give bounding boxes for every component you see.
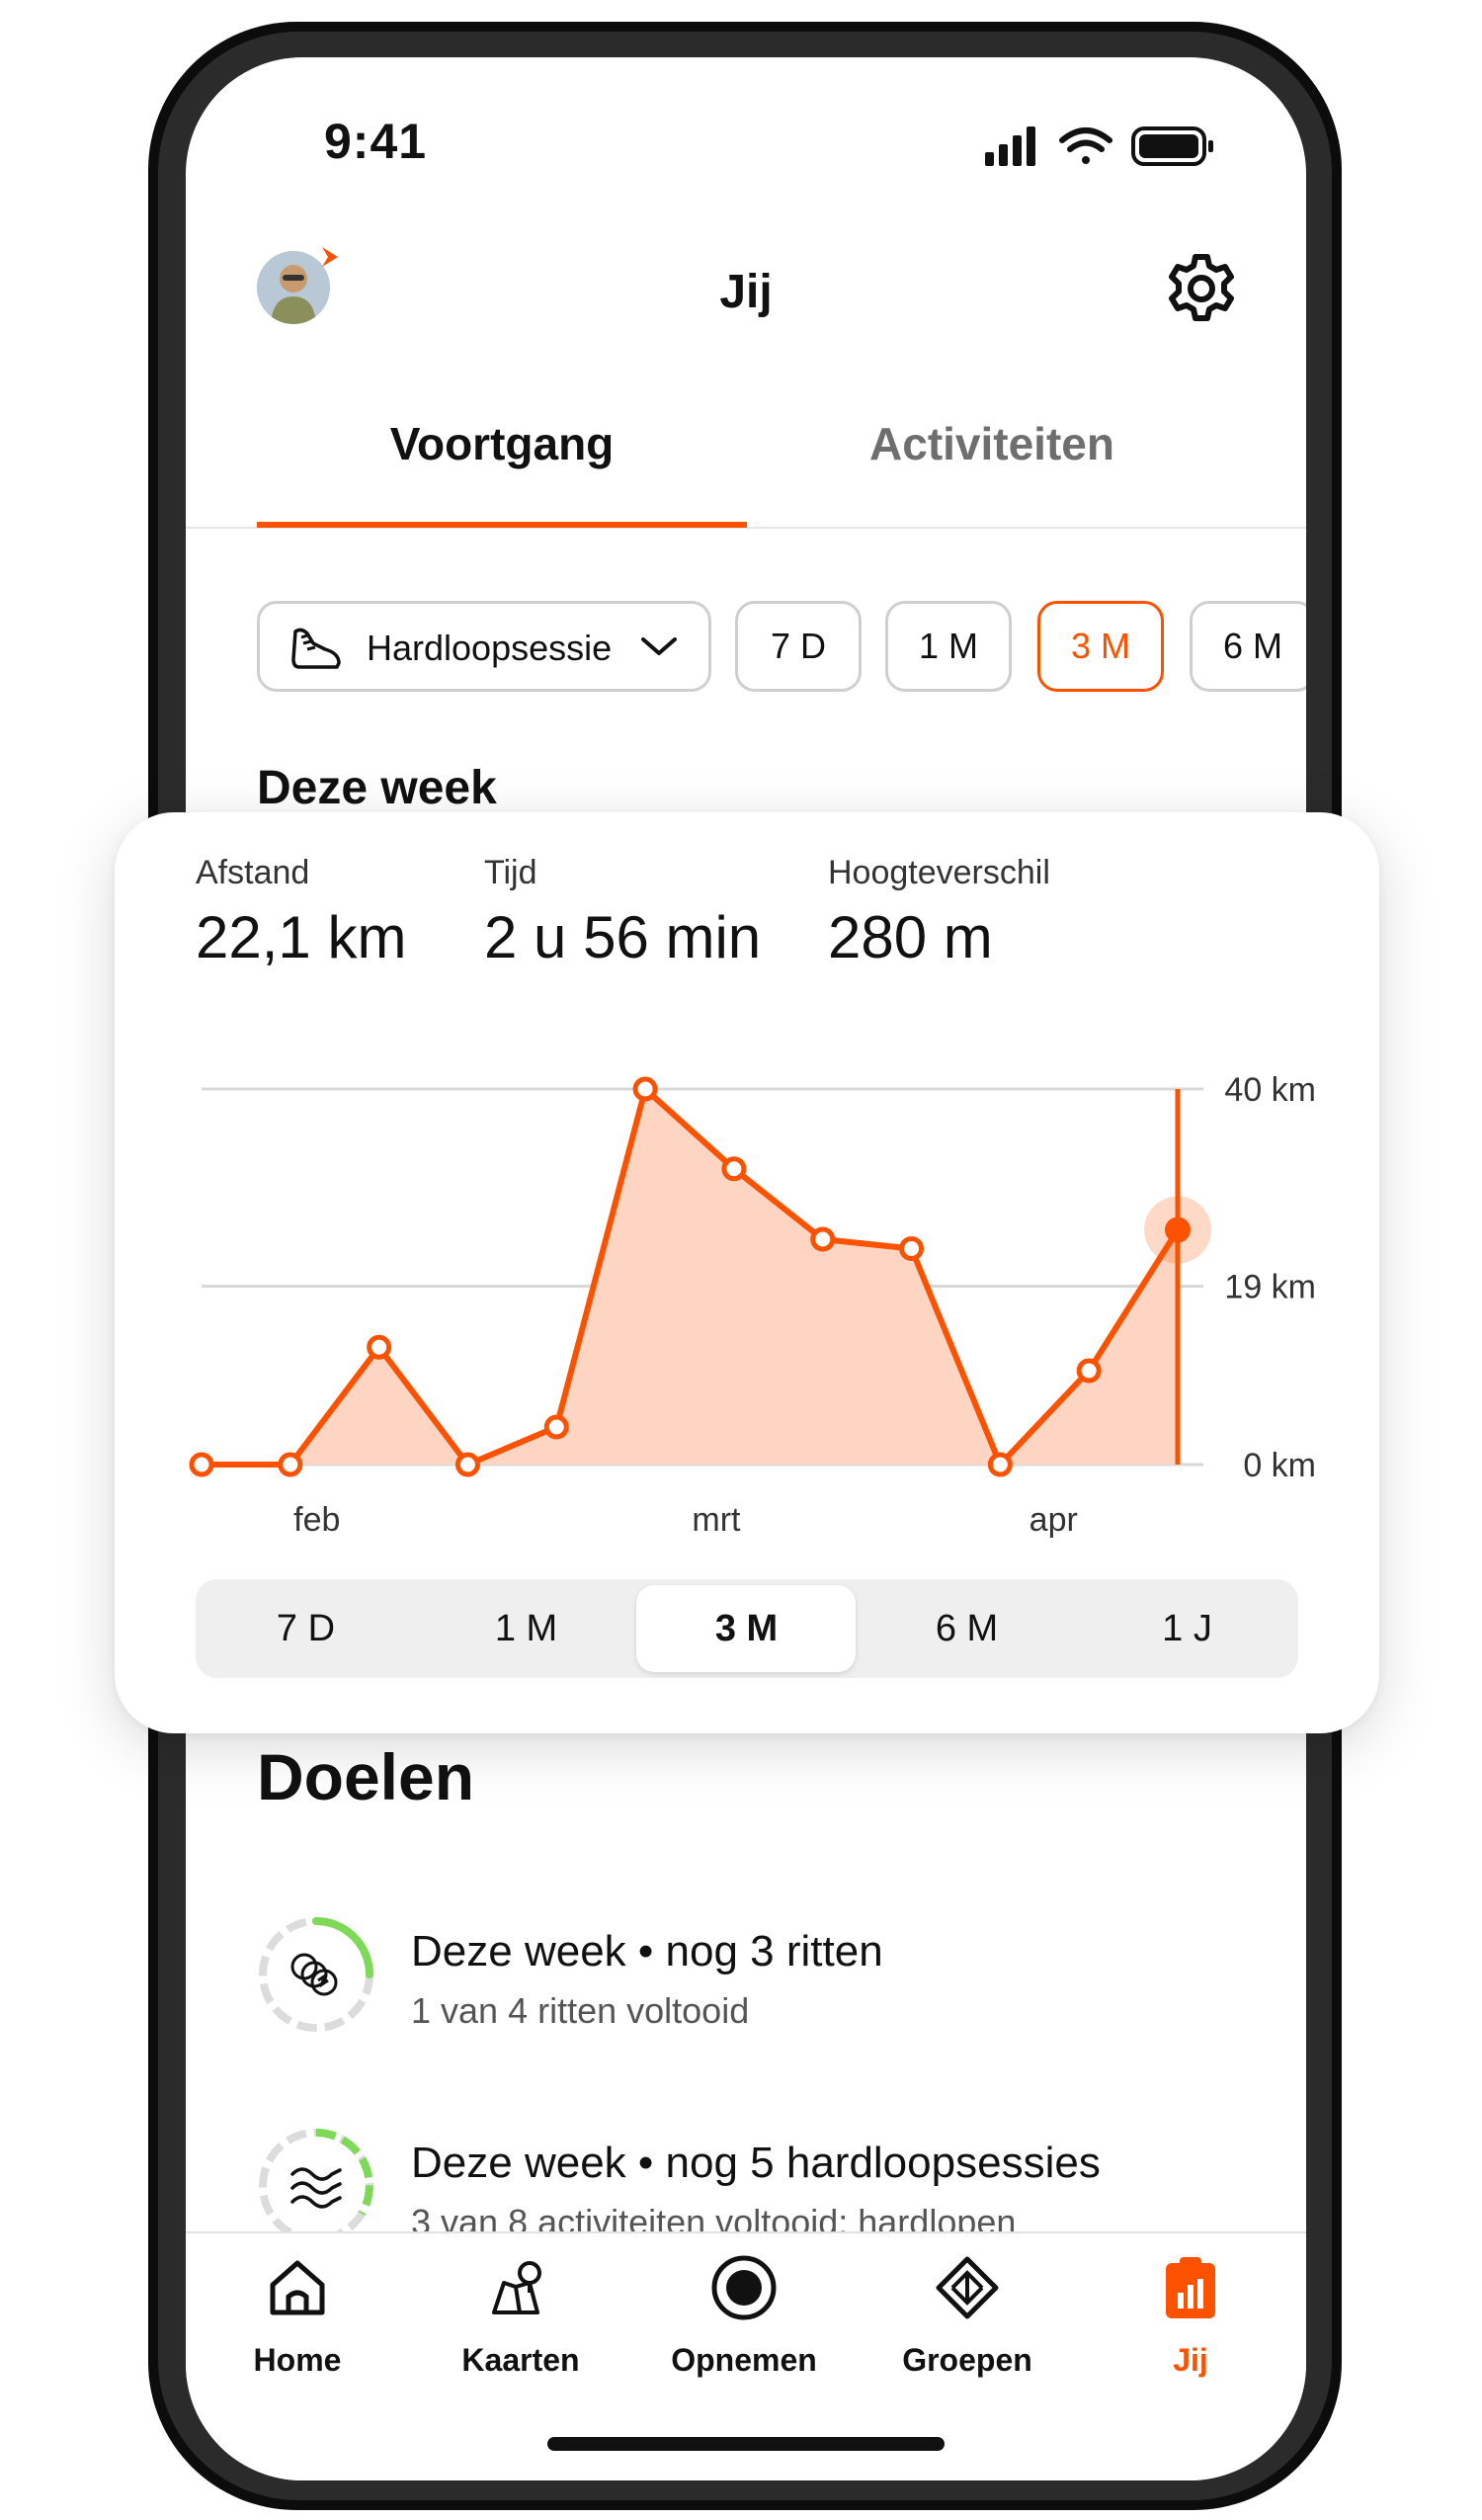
range-option-7d[interactable]: 7 D	[276, 1608, 336, 1649]
stat-label-tijd: Tijd	[484, 854, 537, 891]
sport-type-dropdown[interactable]: Hardloopsessie	[257, 601, 711, 692]
status-icons	[985, 126, 1213, 166]
sport-type-label: Hardloopsessie	[367, 628, 613, 668]
progress-card: Afstand 22,1 km Tijd 2 u 56 min Hoogteve…	[115, 812, 1379, 1733]
x-tick-label: apr	[1029, 1501, 1078, 1539]
range-option-1j[interactable]: 1 J	[1162, 1608, 1212, 1649]
data-point	[987, 1452, 1013, 1477]
stat-value-afstand: 22,1 km	[196, 904, 407, 970]
home-indicator	[547, 2437, 945, 2451]
goal-item[interactable]: Deze week • nog 3 ritten 1 van 4 ritten …	[257, 1915, 1225, 2083]
data-point	[632, 1076, 658, 1102]
avatar[interactable]	[257, 251, 330, 324]
range-pill-7d[interactable]: 7 D	[735, 601, 862, 692]
nav-label: Opnemen	[671, 2342, 817, 2378]
nav-label: Home	[253, 2342, 342, 2378]
data-point	[189, 1452, 214, 1477]
nav-label: Kaarten	[461, 2342, 580, 2378]
data-point	[1076, 1358, 1102, 1384]
goal-progress-ring	[259, 1917, 373, 2032]
data-point	[543, 1414, 569, 1440]
range-selector-active-indicator	[636, 1585, 856, 1672]
data-point	[899, 1236, 925, 1261]
goals-title: Doelen	[257, 1740, 475, 1813]
nav-item-groepen[interactable]: Groepen	[856, 2233, 1079, 2431]
map-icon	[492, 2261, 541, 2314]
nav-item-jij[interactable]: Jij	[1079, 2233, 1302, 2431]
tab-divider	[186, 527, 1306, 529]
stat-value-hoogteverschil: 280 m	[828, 904, 993, 970]
x-tick-label: feb	[293, 1501, 340, 1539]
groups-icon	[936, 2256, 999, 2319]
range-pill-6m[interactable]: 6 M	[1190, 601, 1306, 692]
data-point	[454, 1452, 480, 1477]
nav-label: Groepen	[902, 2342, 1032, 2378]
wifi-icon	[1059, 127, 1112, 164]
range-option-6m[interactable]: 6 M	[935, 1608, 999, 1649]
ride-icon	[290, 1953, 338, 1996]
x-tick-label: mrt	[692, 1501, 741, 1539]
nav-item-home[interactable]: Home	[186, 2233, 409, 2431]
chevron-down-icon	[641, 637, 677, 655]
series-line	[202, 1086, 1181, 1468]
range-option-1m[interactable]: 1 M	[494, 1608, 558, 1649]
stat-label-hoogteverschil: Hoogteverschil	[828, 854, 1050, 891]
stat-value-tijd: 2 u 56 min	[484, 904, 762, 970]
goal-title: Deze week • nog 5 hardloopsessies	[411, 2139, 1101, 2187]
nav-item-opnemen[interactable]: Opnemen	[632, 2233, 856, 2431]
record-icon	[711, 2255, 777, 2320]
nav-label: Jij	[1173, 2342, 1208, 2378]
y-tick-label: 19 km	[1224, 1269, 1316, 1306]
settings-gear-icon[interactable]	[1164, 251, 1239, 326]
y-tick-label: 0 km	[1243, 1447, 1316, 1484]
week-heading: Deze week	[257, 762, 497, 814]
you-icon	[1166, 2257, 1215, 2318]
tab-activiteiten[interactable]: Activiteiten	[869, 418, 1114, 469]
range-pill-3m[interactable]: 3 M	[1037, 601, 1164, 692]
goal-title: Deze week • nog 3 ritten	[411, 1927, 883, 1975]
range-pill-1m[interactable]: 1 M	[885, 601, 1012, 692]
distance-chart[interactable]: 0 km 19 km 40 km feb mrt apr	[115, 812, 1379, 1563]
tab-active-indicator	[257, 522, 747, 528]
range-selector: 7 D 1 M 3 M 6 M 1 J	[196, 1579, 1298, 1678]
stat-label-afstand: Afstand	[196, 854, 310, 891]
nav-item-kaarten[interactable]: Kaarten	[409, 2233, 632, 2431]
strava-badge-icon	[322, 247, 338, 267]
battery-icon	[1131, 126, 1213, 166]
tab-voortgang[interactable]: Voortgang	[389, 418, 615, 469]
goal-subtitle: 1 van 4 ritten voltooid	[411, 1990, 750, 2031]
data-point	[721, 1156, 747, 1182]
goal-item[interactable]: Deze week • nog 5 hardloopsessies 3 van …	[257, 2127, 1245, 2295]
range-option-3m[interactable]: 3 M	[714, 1608, 779, 1649]
data-point	[367, 1334, 392, 1360]
status-time: 9:41	[324, 114, 428, 169]
data-point	[278, 1452, 303, 1477]
page-title: Jij	[719, 266, 773, 318]
area-fill	[202, 1089, 1178, 1465]
y-tick-label: 40 km	[1224, 1071, 1316, 1109]
signal-icon	[985, 126, 1035, 166]
run-icon	[290, 2167, 342, 2209]
highlighted-point	[1165, 1217, 1191, 1243]
data-point	[810, 1226, 836, 1252]
running-shoe-icon	[291, 628, 341, 669]
home-icon	[270, 2260, 325, 2315]
bottom-navigation: Home Kaarten Opnemen Groepen	[186, 2231, 1306, 2480]
